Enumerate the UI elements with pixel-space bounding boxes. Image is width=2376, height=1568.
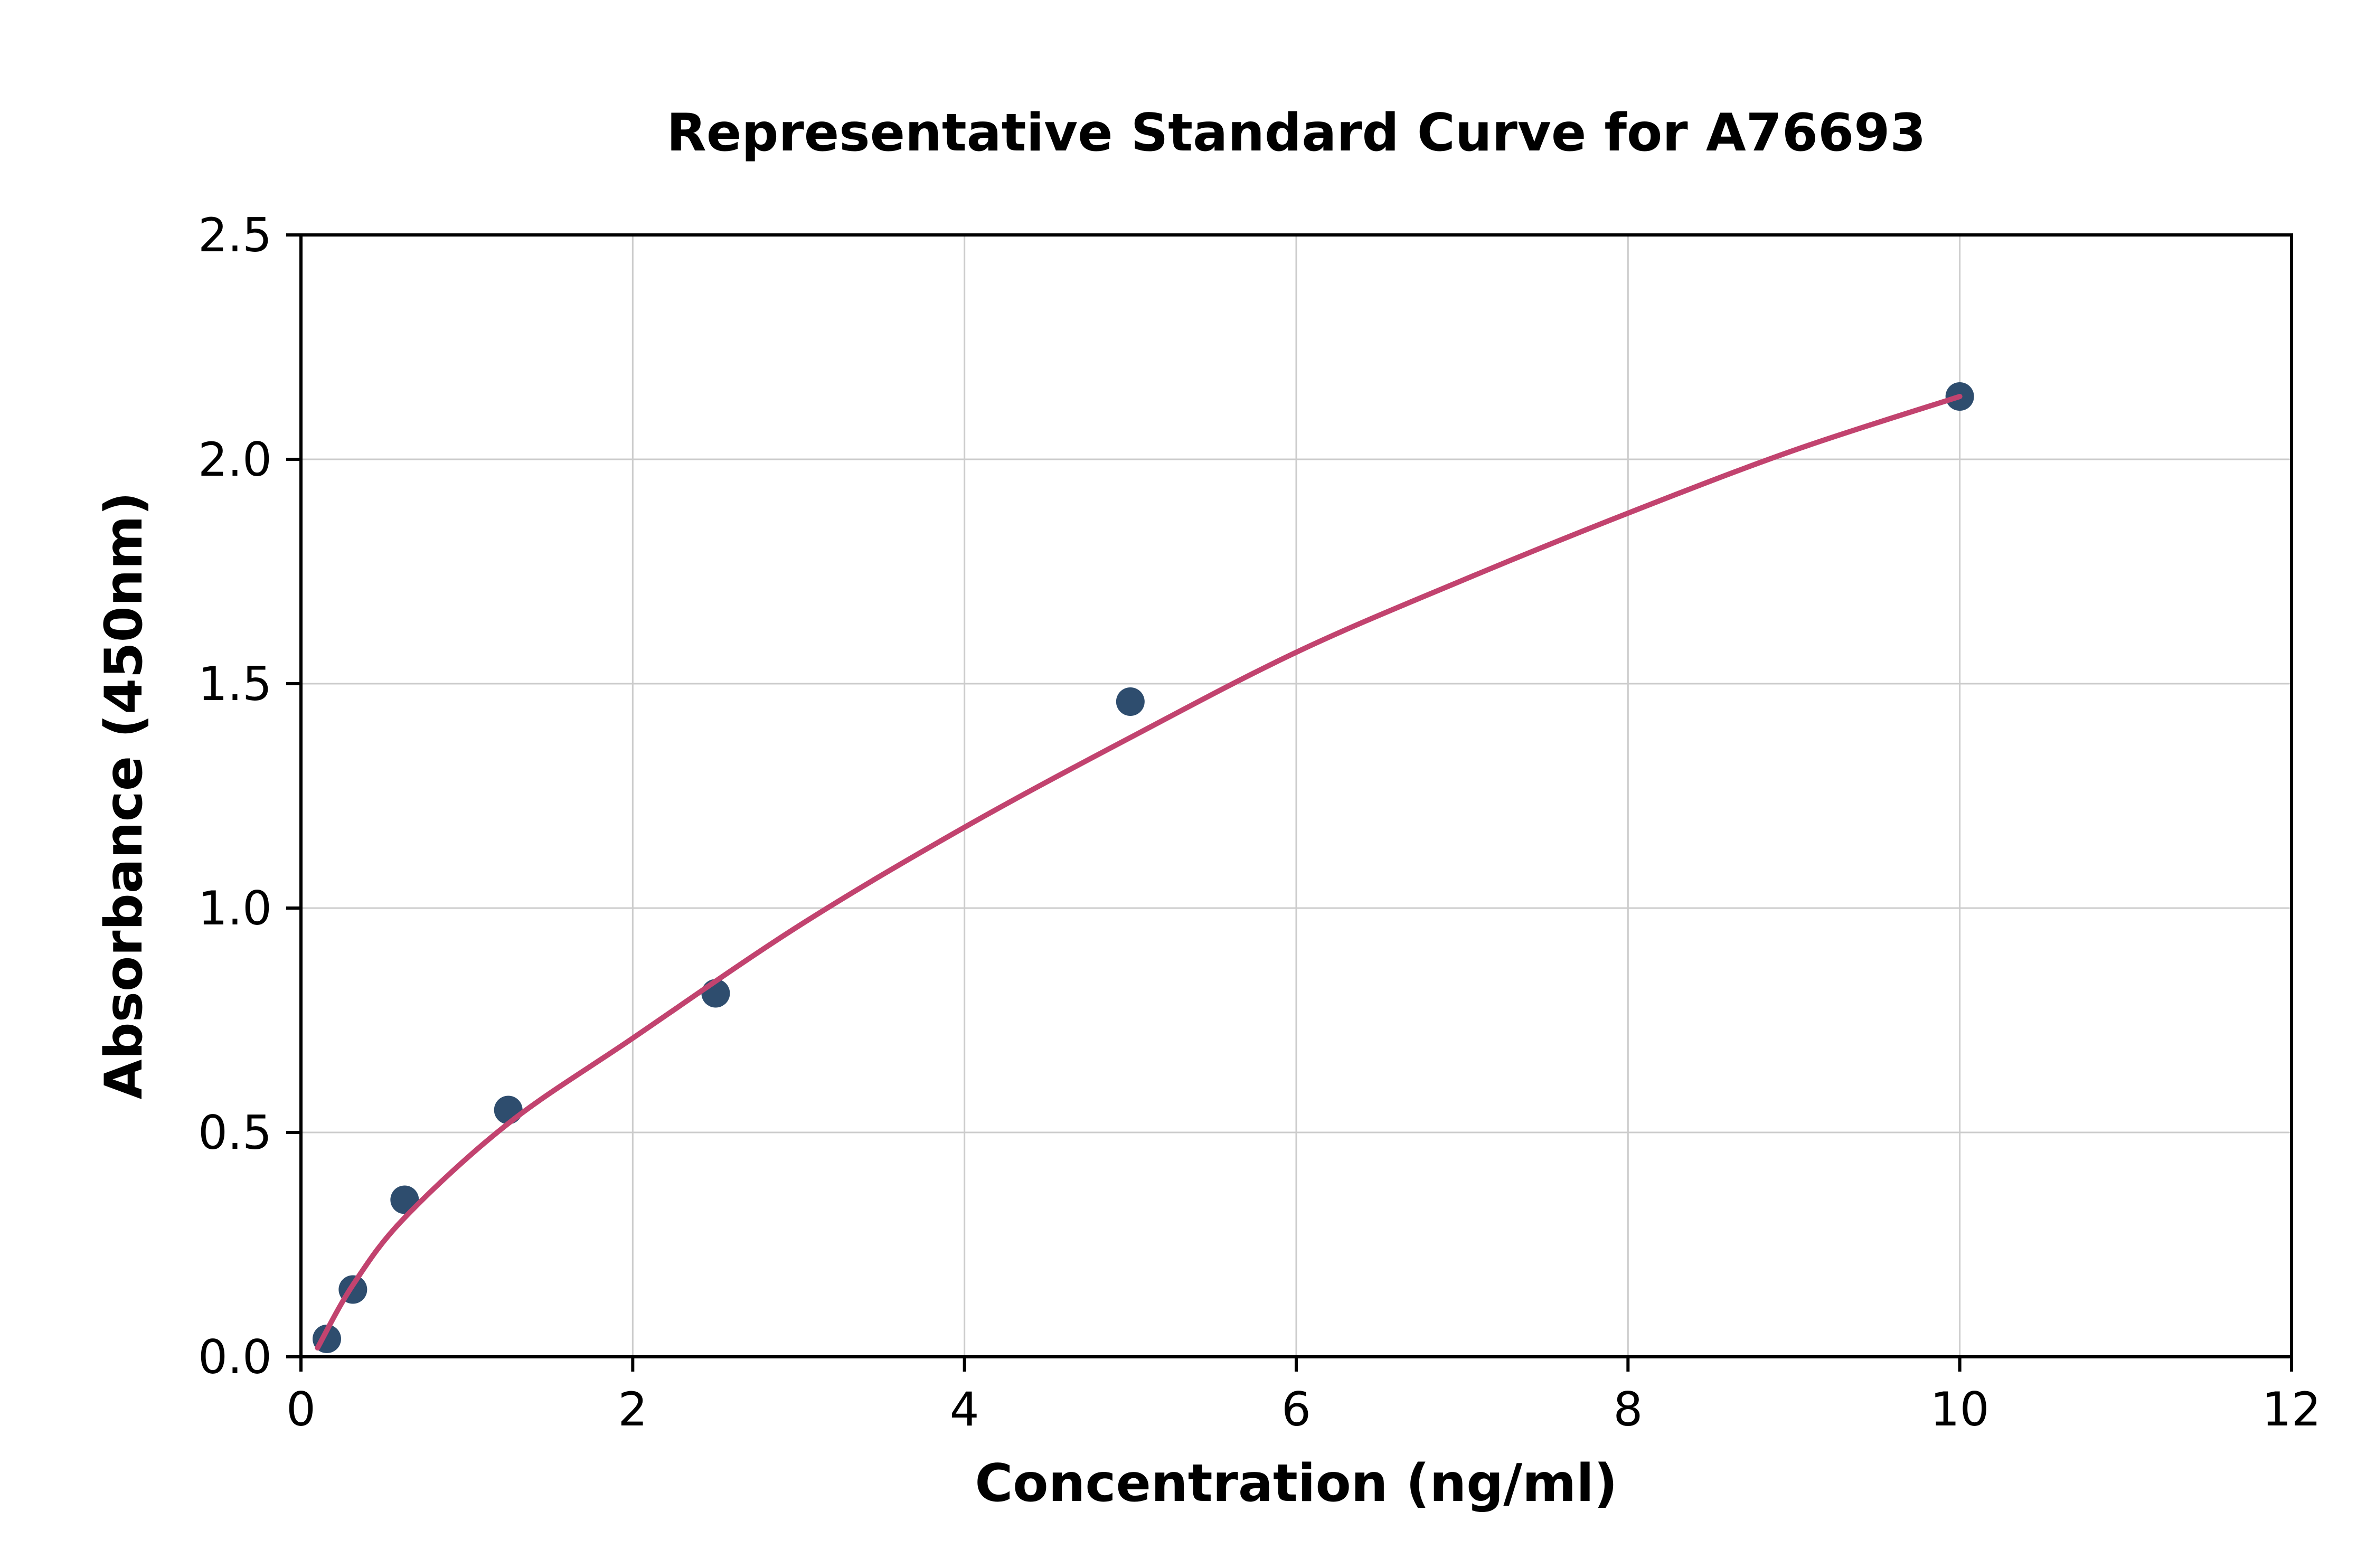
x-tick-label: 8	[1613, 1382, 1643, 1437]
fitted-curve	[315, 394, 1963, 1350]
chart-title: Representative Standard Curve for A76693	[666, 103, 1926, 163]
y-tick-label: 0.5	[198, 1106, 272, 1160]
y-tick-label: 1.5	[198, 657, 272, 711]
x-tick-label: 2	[618, 1382, 647, 1437]
x-axis-label: Concentration (ng/ml)	[975, 1453, 1618, 1514]
x-tick-label: 0	[286, 1382, 316, 1437]
standard-points-marker	[1116, 687, 1145, 716]
x-tick-label: 4	[950, 1382, 979, 1437]
y-tick-label: 2.5	[198, 208, 272, 262]
x-tick-label: 10	[1930, 1382, 1990, 1437]
x-tick-label: 6	[1281, 1382, 1311, 1437]
y-tick-label: 0.0	[198, 1330, 272, 1384]
standard-points-marker	[494, 1095, 523, 1125]
y-tick-label: 2.0	[198, 432, 272, 487]
x-tick-label: 12	[2262, 1382, 2321, 1437]
y-tick-label: 1.0	[198, 881, 272, 936]
